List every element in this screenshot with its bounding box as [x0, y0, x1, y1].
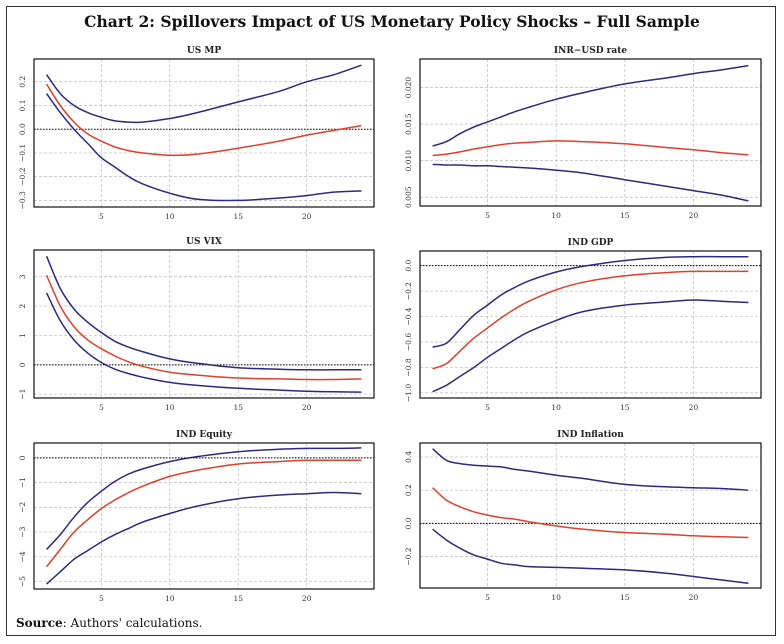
lower-band-line: [46, 491, 362, 585]
x-tick-label: 10: [551, 403, 561, 412]
x-tick-label: 5: [485, 593, 490, 602]
y-tick-label: −0.3: [18, 191, 27, 209]
response-line: [46, 459, 362, 568]
y-tick-label: 2: [18, 303, 27, 308]
panel-us-vix: US VIX 5 10 15 20 −1 0 1 2 3: [18, 237, 375, 412]
plot-frame: [33, 249, 375, 399]
y-tick-label: −0.8: [404, 358, 413, 376]
y-tick-label: 0.015: [404, 113, 413, 135]
x-tick-label: 5: [99, 212, 104, 221]
upper-band-line: [45, 64, 362, 124]
y-tick-label: −1: [18, 477, 27, 488]
lower-band-line: [432, 528, 749, 584]
panel-title: IND Equity: [176, 430, 233, 440]
x-tick-label: 15: [620, 403, 630, 412]
x-tick-label: 10: [551, 211, 561, 220]
plot-frame: [419, 250, 762, 399]
figure-title: Chart 2: Spillovers Impact of US Monetar…: [84, 12, 700, 31]
y-tick-label: 0.010: [404, 150, 413, 172]
y-tick-label: 0.0: [404, 517, 413, 529]
y-tick-label: 0: [18, 455, 27, 460]
y-tick-label: −0.4: [404, 307, 413, 325]
source-text: : Authors' calculations.: [62, 616, 203, 630]
x-tick-label: 20: [302, 212, 312, 221]
x-tick-label: 5: [99, 594, 104, 603]
x-tick-label: 10: [165, 212, 175, 221]
x-tick-label: 20: [689, 403, 699, 412]
figure-border: [6, 6, 776, 636]
x-tick-label: 5: [99, 403, 104, 412]
x-tick-label: 10: [165, 594, 175, 603]
lower-band-line: [432, 163, 749, 202]
y-tick-label: 0.4: [404, 451, 413, 463]
x-tick-label: 5: [485, 211, 490, 220]
y-tick-label: −4: [18, 551, 27, 562]
x-tick-label: 15: [233, 403, 243, 412]
lower-band-line: [432, 299, 749, 393]
response-line: [45, 274, 362, 381]
y-tick-label: −0.2: [18, 167, 27, 185]
y-tick-label: 0: [18, 362, 27, 367]
upper-band-line: [432, 64, 749, 147]
y-tick-label: −5: [18, 576, 27, 587]
lower-band-line: [45, 292, 362, 393]
x-tick-label: 20: [689, 593, 699, 602]
response-line: [432, 270, 749, 370]
x-tick-label: 15: [233, 594, 243, 603]
y-tick-label: 1: [18, 333, 27, 338]
x-tick-label: 20: [302, 594, 312, 603]
x-tick-label: 20: [302, 403, 312, 412]
y-tick-label: 0.2: [404, 484, 413, 496]
y-tick-label: 3: [18, 274, 27, 279]
panel-title: IND Inflation: [557, 430, 624, 440]
x-tick-label: 20: [689, 211, 699, 220]
x-tick-label: 10: [165, 403, 175, 412]
x-tick-label: 15: [620, 593, 630, 602]
y-tick-label: −2: [18, 502, 27, 513]
x-tick-label: 10: [551, 593, 561, 602]
y-tick-label: 0.2: [18, 76, 27, 88]
x-tick-label: 15: [620, 211, 630, 220]
source-note: Source: Authors' calculations.: [16, 616, 202, 630]
y-tick-label: −0.1: [18, 144, 27, 162]
upper-band-line: [432, 448, 749, 491]
plot-frame: [33, 442, 375, 590]
x-tick-label: 5: [485, 403, 490, 412]
plot-frame: [419, 442, 762, 589]
x-tick-label: 15: [233, 212, 243, 221]
response-line: [432, 140, 749, 157]
plot-frame: [419, 58, 762, 207]
y-tick-label: 0.0: [404, 259, 413, 271]
y-tick-label: 0.020: [404, 77, 413, 99]
y-tick-label: −3: [18, 526, 27, 537]
y-tick-label: −1.0: [404, 384, 413, 402]
upper-band-line: [432, 255, 749, 348]
panel-title: US MP: [187, 46, 221, 56]
panel-title: US VIX: [186, 237, 222, 247]
source-label: Source: [16, 616, 63, 630]
upper-band-line: [46, 447, 362, 550]
plot-frame: [33, 58, 375, 208]
panel-inr-usd-rate: INR−USD rate 5 10 15 20 0.005 0.010 0.015 0.020: [404, 46, 762, 220]
y-tick-label: 0.005: [404, 186, 413, 208]
lower-band-line: [45, 93, 362, 202]
y-tick-label: 0.1: [18, 100, 27, 112]
response-line: [432, 487, 749, 539]
y-tick-label: 0.0: [18, 123, 27, 135]
y-tick-label: −0.6: [404, 333, 413, 351]
upper-band-line: [45, 255, 362, 371]
panel-title: IND GDP: [568, 238, 614, 248]
y-tick-label: −0.2: [404, 547, 413, 565]
panel-ind-gdp: IND GDP 5 10 15 20 −1.0 −0.8 −0.6 −0.4 −0.2 0.0: [404, 238, 762, 412]
panel-ind-equity: IND Equity 5 10 15 20 −5 −4 −3 −2 −1 0: [18, 430, 375, 603]
panel-us-mp: US MP 5 10 15 20 −0.3 −0.2 −0.1 0.0 0.1 0.2: [18, 46, 375, 221]
response-line: [45, 83, 362, 157]
panel-title: INR−USD rate: [554, 46, 627, 56]
panel-ind-inflation: IND Inflation 5 10 15 20 −0.2 0.0 0.2 0.4: [404, 430, 762, 602]
y-tick-label: −1: [18, 389, 27, 400]
y-tick-label: −0.2: [404, 282, 413, 300]
